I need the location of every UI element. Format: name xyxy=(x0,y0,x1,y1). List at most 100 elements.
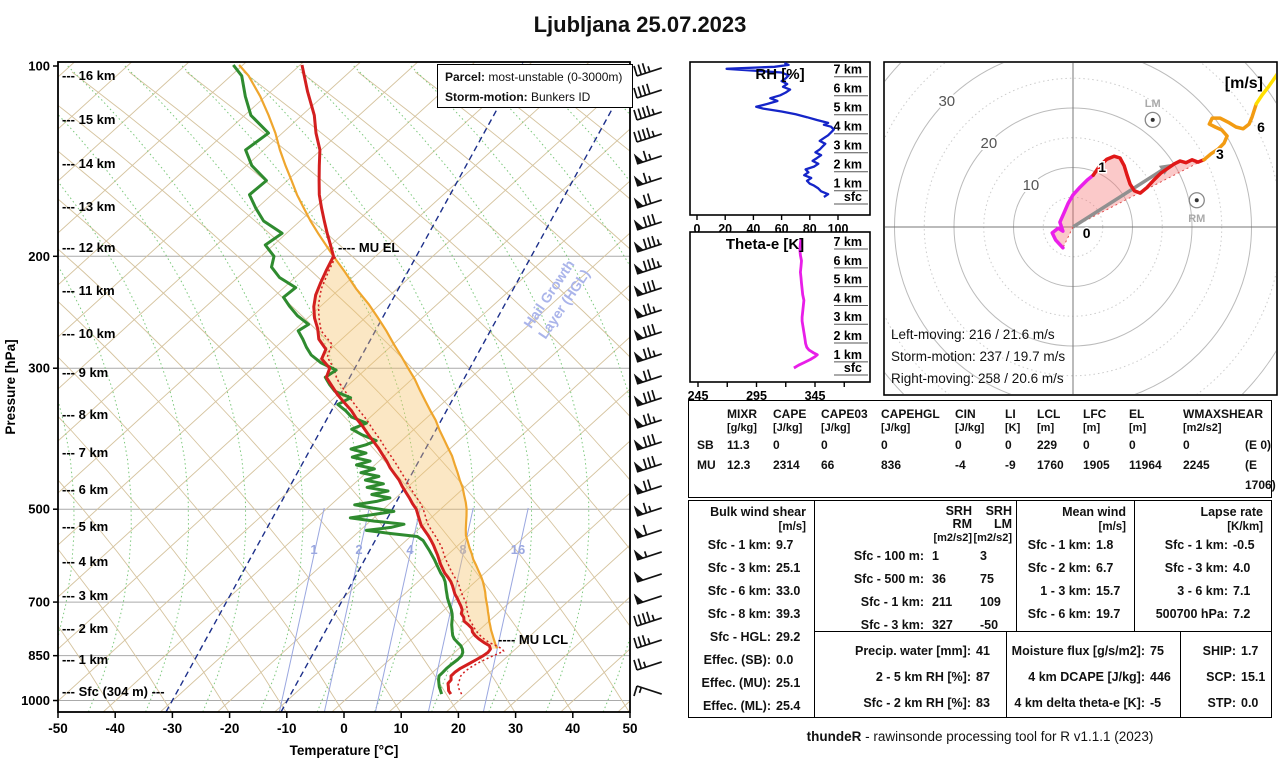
indices-cell: -4 xyxy=(955,458,966,472)
svg-text:7 km: 7 km xyxy=(834,63,863,77)
svg-text:--- Sfc (304 m) ---: --- Sfc (304 m) --- xyxy=(62,684,165,699)
srh-grid: SRH RM [m2/s2] SRH LM [m2/s2] Sfc - 100 m: 1 3… xyxy=(815,501,1016,637)
page-title: Ljubljana 25.07.2023 xyxy=(533,12,747,37)
moisture-row: 4 km DCAPE [J/kg]: 446 xyxy=(1028,670,1171,684)
footer: thundeR - rawinsonde processing tool for… xyxy=(688,729,1272,744)
svg-text:3: 3 xyxy=(1216,146,1224,162)
hodograph-content: 10 20 30 LM RM 0 1 3 6 xyxy=(885,63,1276,394)
hodo-segment-1-3km xyxy=(1091,154,1206,195)
svg-text:0: 0 xyxy=(694,222,701,236)
srh-table: SRH RM [m2/s2] SRH LM [m2/s2] Sfc - 100 m: 1 3… xyxy=(814,500,1017,632)
svg-text:--- 15 km: --- 15 km xyxy=(62,112,115,127)
parcel-legend: Parcel: most-unstable (0-3000m) Storm-mo… xyxy=(437,64,633,108)
shear-row: Sfc - 6 km: 33.0 xyxy=(707,584,801,598)
indices-cell: 1905 xyxy=(1083,458,1110,472)
svg-text:-50: -50 xyxy=(48,721,68,736)
indices-cell: 66 xyxy=(821,458,835,472)
meanwind-row: Sfc - 2 km: 6.7 xyxy=(1027,561,1114,575)
skewt-profiles xyxy=(232,64,505,695)
indices-header: CAPEHGL [J/kg] xyxy=(881,407,940,435)
svg-text:sfc: sfc xyxy=(844,361,862,375)
cape-area xyxy=(313,256,497,650)
svg-text:5 km: 5 km xyxy=(834,273,863,287)
svg-text:6 km: 6 km xyxy=(834,254,863,268)
svg-text:3 km: 3 km xyxy=(834,310,863,324)
rh-curve xyxy=(725,62,835,198)
svg-text:200: 200 xyxy=(28,249,50,264)
svg-text:sfc: sfc xyxy=(844,190,862,204)
meanwind-row: 1 - 3 km: 15.7 xyxy=(1040,584,1121,598)
indices-header: LI [K] xyxy=(1005,407,1021,435)
storm-motion-readout: Left-moving: 216 / 21.6 m/s Storm-motion… xyxy=(891,324,1065,390)
svg-text:30: 30 xyxy=(938,93,955,110)
footer-app-name: thundeR xyxy=(806,729,862,744)
composite-row: SHIP: 1.7 xyxy=(1202,644,1259,658)
moisture-row: 4 km delta theta-e [K]: -5 xyxy=(1014,696,1162,710)
indices-cell: (E 1706) xyxy=(1245,458,1276,492)
shear-row: Sfc - 3 km: 25.1 xyxy=(707,561,801,575)
svg-text:--- 12 km: --- 12 km xyxy=(62,240,115,255)
lapse-row: Sfc - 1 km: -0.5 xyxy=(1164,538,1255,552)
precip-water-table: Precip. water [mm]: 41 2 - 5 km RH [%]: 87 S… xyxy=(814,631,1007,718)
svg-text:1: 1 xyxy=(310,542,317,557)
indices-cell: 0 xyxy=(1005,438,1012,452)
srh-rm-value: 36 xyxy=(932,572,946,586)
svg-text:--- 10 km: --- 10 km xyxy=(62,326,115,341)
composite-row: SCP: 15.1 xyxy=(1206,670,1266,684)
svg-text:1 km: 1 km xyxy=(834,348,863,362)
srh-rm-value: 211 xyxy=(932,595,953,609)
svg-text:30: 30 xyxy=(508,721,523,736)
svg-text:6 km: 6 km xyxy=(834,82,863,96)
indices-cell: 11.3 xyxy=(727,438,750,452)
indices-header: MIXR [g/kg] xyxy=(727,407,757,435)
srh-row-label: Sfc - 1 km: xyxy=(860,595,924,609)
svg-text:--- 3 km: --- 3 km xyxy=(62,588,108,603)
svg-text:4 km: 4 km xyxy=(834,120,863,134)
svg-text:850: 850 xyxy=(28,648,50,663)
precip-row: 2 - 5 km RH [%]: 87 xyxy=(875,670,990,684)
svg-text:--- 1 km: --- 1 km xyxy=(62,652,108,667)
shear-row: Sfc - 8 km: 39.3 xyxy=(707,607,801,621)
wind-barbs-column xyxy=(633,62,662,697)
hodo-segment-6km+ xyxy=(1254,72,1276,106)
legend-storm-row: Storm-motion: Bunkers ID xyxy=(445,87,632,107)
srh-lm-value: 3 xyxy=(980,549,987,563)
lapse-row: Sfc - 3 km: 4.0 xyxy=(1164,561,1251,575)
indices-cell: 0 xyxy=(821,438,828,452)
lapse-header: Lapse rate [K/km] xyxy=(1200,505,1263,533)
svg-text:--- 9 km: --- 9 km xyxy=(62,365,108,380)
svg-text:1000: 1000 xyxy=(21,693,50,708)
mean-wind-table: Mean wind [m/s] Sfc - 1 km: 1.8 Sfc - 2 km: 6… xyxy=(1016,500,1135,632)
srh-row-label: Sfc - 100 m: xyxy=(853,549,924,563)
srh-lm-value: 75 xyxy=(980,572,994,586)
indices-cell: 836 xyxy=(881,458,902,472)
svg-text:--- 7 km: --- 7 km xyxy=(62,445,108,460)
svg-text:--- 4 km: --- 4 km xyxy=(62,554,108,569)
srh-area xyxy=(1051,155,1205,249)
srh-lm-value: -50 xyxy=(980,618,999,632)
indices-cell: (E 0) xyxy=(1245,438,1272,452)
shear-row: Effec. (MU): 25.1 xyxy=(701,676,801,690)
svg-text:RM: RM xyxy=(1188,213,1205,225)
indices-header: CIN [J/kg] xyxy=(955,407,985,435)
svg-text:--- 8 km: --- 8 km xyxy=(62,407,108,422)
legend-parcel-label: Parcel: xyxy=(445,70,486,84)
parcel-curve xyxy=(238,64,499,649)
footer-text: - rawinsonde processing tool for R v1.1.… xyxy=(861,729,1154,744)
indices-cell: 2245 xyxy=(1183,458,1210,472)
svg-text:-20: -20 xyxy=(220,721,240,736)
precip-row: Sfc - 2 km RH [%]: 83 xyxy=(863,696,990,710)
svg-text:1 km: 1 km xyxy=(834,177,863,191)
svg-text:7 km: 7 km xyxy=(834,235,863,249)
indices-cell: 0 xyxy=(955,438,962,452)
svg-text:3 km: 3 km xyxy=(834,139,863,153)
svg-text:--- 6 km: --- 6 km xyxy=(62,482,108,497)
hodo-segment-0-1km xyxy=(1050,173,1095,250)
svg-text:40: 40 xyxy=(565,721,580,736)
skewt-background xyxy=(58,62,630,712)
indices-cell: 11964 xyxy=(1129,458,1162,472)
svg-text:LM: LM xyxy=(1145,98,1161,110)
hail-growth-layer-lines xyxy=(165,62,630,712)
